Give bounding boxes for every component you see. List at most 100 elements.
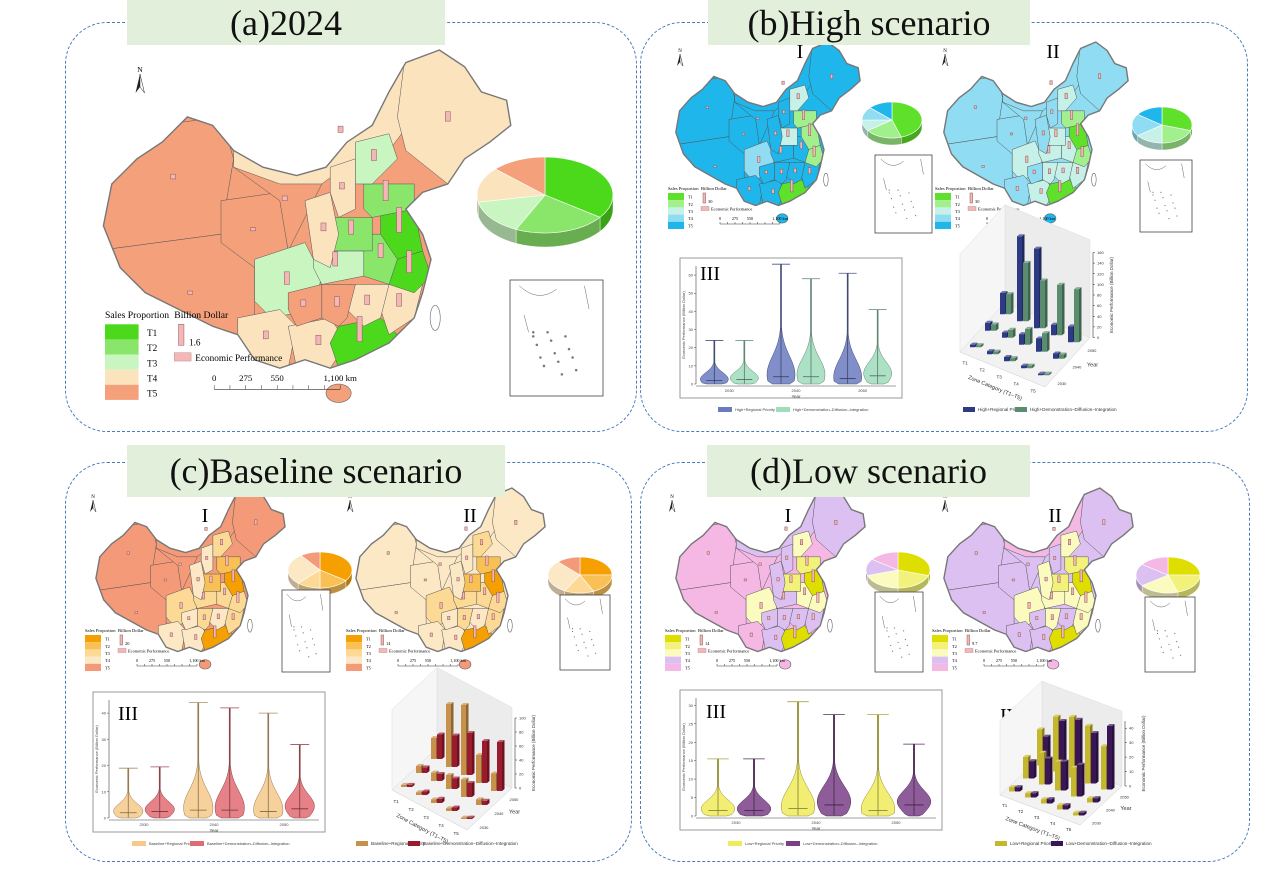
- bar-front: [1091, 732, 1096, 784]
- economic-performance-bar: [743, 578, 747, 582]
- pie-slice-t2: [1167, 574, 1201, 593]
- economic-performance-bar: [812, 145, 816, 157]
- inset-island: [310, 629, 312, 631]
- inset-coastline: [879, 595, 917, 629]
- bar-side: [1068, 803, 1071, 810]
- economic-performance-bar: [348, 219, 354, 235]
- legend-label-t3: T3: [147, 358, 158, 368]
- scale-label: 550: [271, 373, 285, 383]
- bar-T3-2050-series2: [1040, 278, 1048, 329]
- scale-label: 0: [136, 658, 138, 663]
- inset-island: [1166, 210, 1168, 212]
- economic-performance-bar: [756, 117, 760, 120]
- x-axis-label: Year: [811, 826, 821, 831]
- scale-label: 1,100 km: [324, 373, 357, 383]
- economic-performance-bar: [1061, 167, 1065, 174]
- bar-T2-2050-series2: [452, 733, 460, 767]
- legend-title-billion-dollar: Billion Dollar: [701, 186, 727, 191]
- zone-tick-label: T3: [424, 815, 430, 820]
- x-tick-label: 2050: [858, 388, 868, 393]
- south-china-sea-inset: [1139, 159, 1193, 233]
- inset-island: [906, 217, 908, 220]
- economic-performance-bar: [1054, 129, 1058, 137]
- bar-front: [431, 738, 436, 759]
- bar-T3-2050-series2: [1075, 717, 1083, 778]
- north-arrow-icon: [669, 500, 672, 512]
- bar-top: [1063, 803, 1071, 806]
- zone-tick-label: T2: [409, 807, 415, 812]
- inset-island: [1152, 191, 1154, 193]
- map-sublabel: II: [1046, 41, 1059, 63]
- economic-performance-bar: [800, 539, 803, 546]
- economic-performance-bar: [462, 591, 465, 600]
- bar-front: [1040, 280, 1045, 329]
- economic-performance-bar: [284, 271, 290, 285]
- bar-top: [1073, 810, 1081, 813]
- bar-front: [1053, 716, 1058, 772]
- y-tick-label: 10: [689, 777, 694, 782]
- inset-island: [1166, 635, 1168, 637]
- scale-label: 0: [719, 216, 721, 221]
- economic-performance-bar: [202, 592, 205, 600]
- year-tick-label: 2050: [1120, 795, 1130, 800]
- economic-performance-bar: [205, 556, 209, 560]
- bar-front: [1073, 812, 1078, 816]
- y-tick-label: 20: [689, 345, 694, 350]
- map-legend: Sales Proportion T1 T2 T3 T4 T5 Billion Dollar…: [668, 186, 789, 229]
- bar-top: [437, 772, 445, 774]
- economic-performance-bar: [377, 243, 384, 258]
- scale-label: 550: [425, 658, 431, 663]
- economic-performance-bar: [423, 578, 427, 582]
- inset-island: [1162, 651, 1164, 654]
- inset-island: [1172, 202, 1174, 204]
- inset-island: [1176, 641, 1178, 643]
- legend-title-billion-dollar: Billion Dollar: [698, 628, 724, 633]
- bar-top: [1068, 324, 1076, 327]
- economic-performance-bar: [337, 125, 344, 133]
- bar-front: [1038, 373, 1043, 376]
- inset-island: [571, 630, 574, 633]
- economic-performance-bar: [371, 149, 377, 161]
- scale-label: 275: [410, 658, 416, 663]
- year-tick-label: 2030: [1058, 381, 1068, 386]
- bar-front: [416, 766, 421, 773]
- legend-label-series2: High+Demonstration–Diffusion–Integration: [1030, 407, 1117, 412]
- bar-front: [1045, 758, 1050, 785]
- legend-title-sales-proportion: Sales Proportion: [932, 628, 963, 633]
- y-axis-label: Economic Performance (Billion Dollar): [681, 723, 686, 791]
- map-sublabel: I: [797, 41, 804, 63]
- bar-front: [1037, 729, 1042, 766]
- legend-label-t2: T2: [105, 644, 110, 649]
- panel-c-title: (c)Baseline scenario: [127, 445, 505, 497]
- economic-performance-bar: [394, 611, 398, 614]
- legend-economic-label: Economic Performance: [708, 649, 749, 654]
- bar-side: [487, 798, 490, 805]
- bar-top: [1059, 718, 1067, 721]
- country-border: [102, 49, 512, 369]
- economic-performance-bar: [1044, 576, 1048, 582]
- zone-tick-label: T4: [1014, 382, 1020, 387]
- legend-swatch-t3: [935, 207, 951, 215]
- inset-island: [888, 189, 890, 191]
- inset-island: [557, 360, 560, 363]
- taiwan-island: [827, 618, 833, 633]
- bar-front: [437, 734, 442, 759]
- z-tick-label: 30: [1129, 740, 1134, 745]
- bar-top: [401, 782, 409, 785]
- bar-front: [431, 799, 436, 803]
- bar-T2-2040-series2: [1045, 756, 1053, 785]
- bar-side: [1049, 371, 1052, 376]
- economic-performance-bar: [491, 569, 495, 583]
- economic-performance-bar: [216, 613, 220, 620]
- inset-island: [899, 647, 901, 649]
- economic-performance-bar: [332, 251, 339, 267]
- legend-label-t3: T3: [952, 651, 958, 656]
- north-label: N: [91, 495, 95, 500]
- x-axis-label: Year: [791, 394, 801, 399]
- year-axis-label: Year: [1120, 806, 1131, 812]
- year-tick-label: 2040: [1106, 808, 1116, 813]
- legend-label-t2: T2: [955, 202, 960, 207]
- legend-swatch-series1: [718, 407, 732, 412]
- economic-performance-bar: [816, 591, 820, 603]
